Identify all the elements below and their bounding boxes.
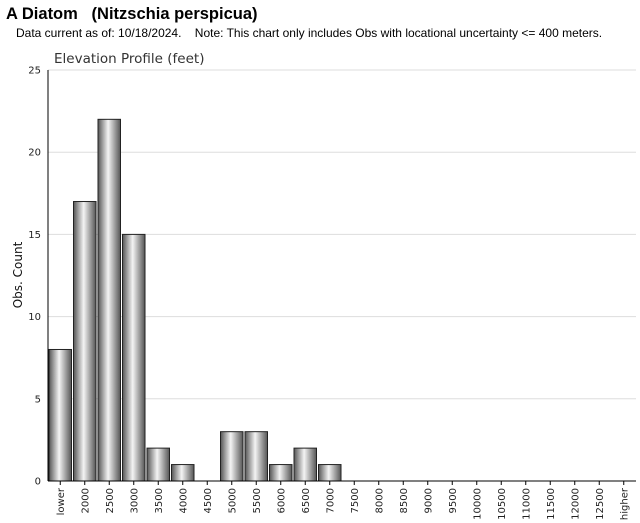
x-tick-label-higher: higher [619,487,630,520]
bar-3500 [146,447,170,482]
x-tick-label-4000: 4000 [178,488,189,513]
bar-2500 [97,118,121,482]
bar-5000 [220,431,244,482]
x-tick-label-9500: 9500 [448,488,459,513]
x-tick-label-6500: 6500 [301,488,312,513]
y-tick-label: 25 [28,66,41,77]
bars [48,118,342,482]
x-tick-label-9000: 9000 [423,488,434,513]
bar-6500 [293,447,317,482]
data-note: Data current as of: 10/18/2024. Note: Th… [16,26,603,40]
x-tick-label-10000: 10000 [472,488,483,520]
x-tick-label-11500: 11500 [546,488,557,520]
bar-lower [48,348,72,482]
x-tick-label-5000: 5000 [227,488,238,513]
bar-5500 [244,431,268,482]
gridlines [48,69,636,400]
y-axis-label: Obs. Count [11,241,25,308]
y-tick-label: 10 [28,312,41,323]
x-tick-label-3000: 3000 [129,488,140,513]
bar-4000 [171,464,195,482]
page-title: A Diatom (Nitzschia perspicua) [6,5,258,23]
bar-6000 [269,464,293,482]
x-tick-label-lower: lower [56,487,67,515]
y-tick-label: 20 [28,148,41,159]
x-tick-label-11000: 11000 [521,488,532,520]
x-tick-label-5500: 5500 [252,488,263,513]
x-tick-label-8500: 8500 [399,488,410,513]
x-tick-label-8000: 8000 [374,488,385,513]
axes: 0 5 10 15 20 25 lower 2000 2500 3000 3500 4000 4500 5… [28,66,636,520]
x-tick-label-3500: 3500 [154,488,165,513]
bar-7000 [318,464,342,482]
x-tick-label-2000: 2000 [80,488,91,513]
x-tick-label-2500: 2500 [105,488,116,513]
bar-3000 [122,233,146,482]
x-tick-label-4500: 4500 [203,488,214,513]
x-tick-label-6000: 6000 [276,488,287,513]
x-tick-label-12500: 12500 [595,488,606,520]
chart-title: Elevation Profile (feet) [54,51,204,67]
x-tick-label-12000: 12000 [570,488,581,520]
y-tick-label: 0 [35,477,41,488]
x-tick-label-7500: 7500 [350,488,361,513]
x-tick-label-7000: 7000 [325,488,336,513]
y-tick-label: 5 [35,394,41,405]
y-tick-label: 15 [28,230,41,241]
bar-2000 [73,201,97,482]
x-tick-label-10500: 10500 [497,488,508,520]
